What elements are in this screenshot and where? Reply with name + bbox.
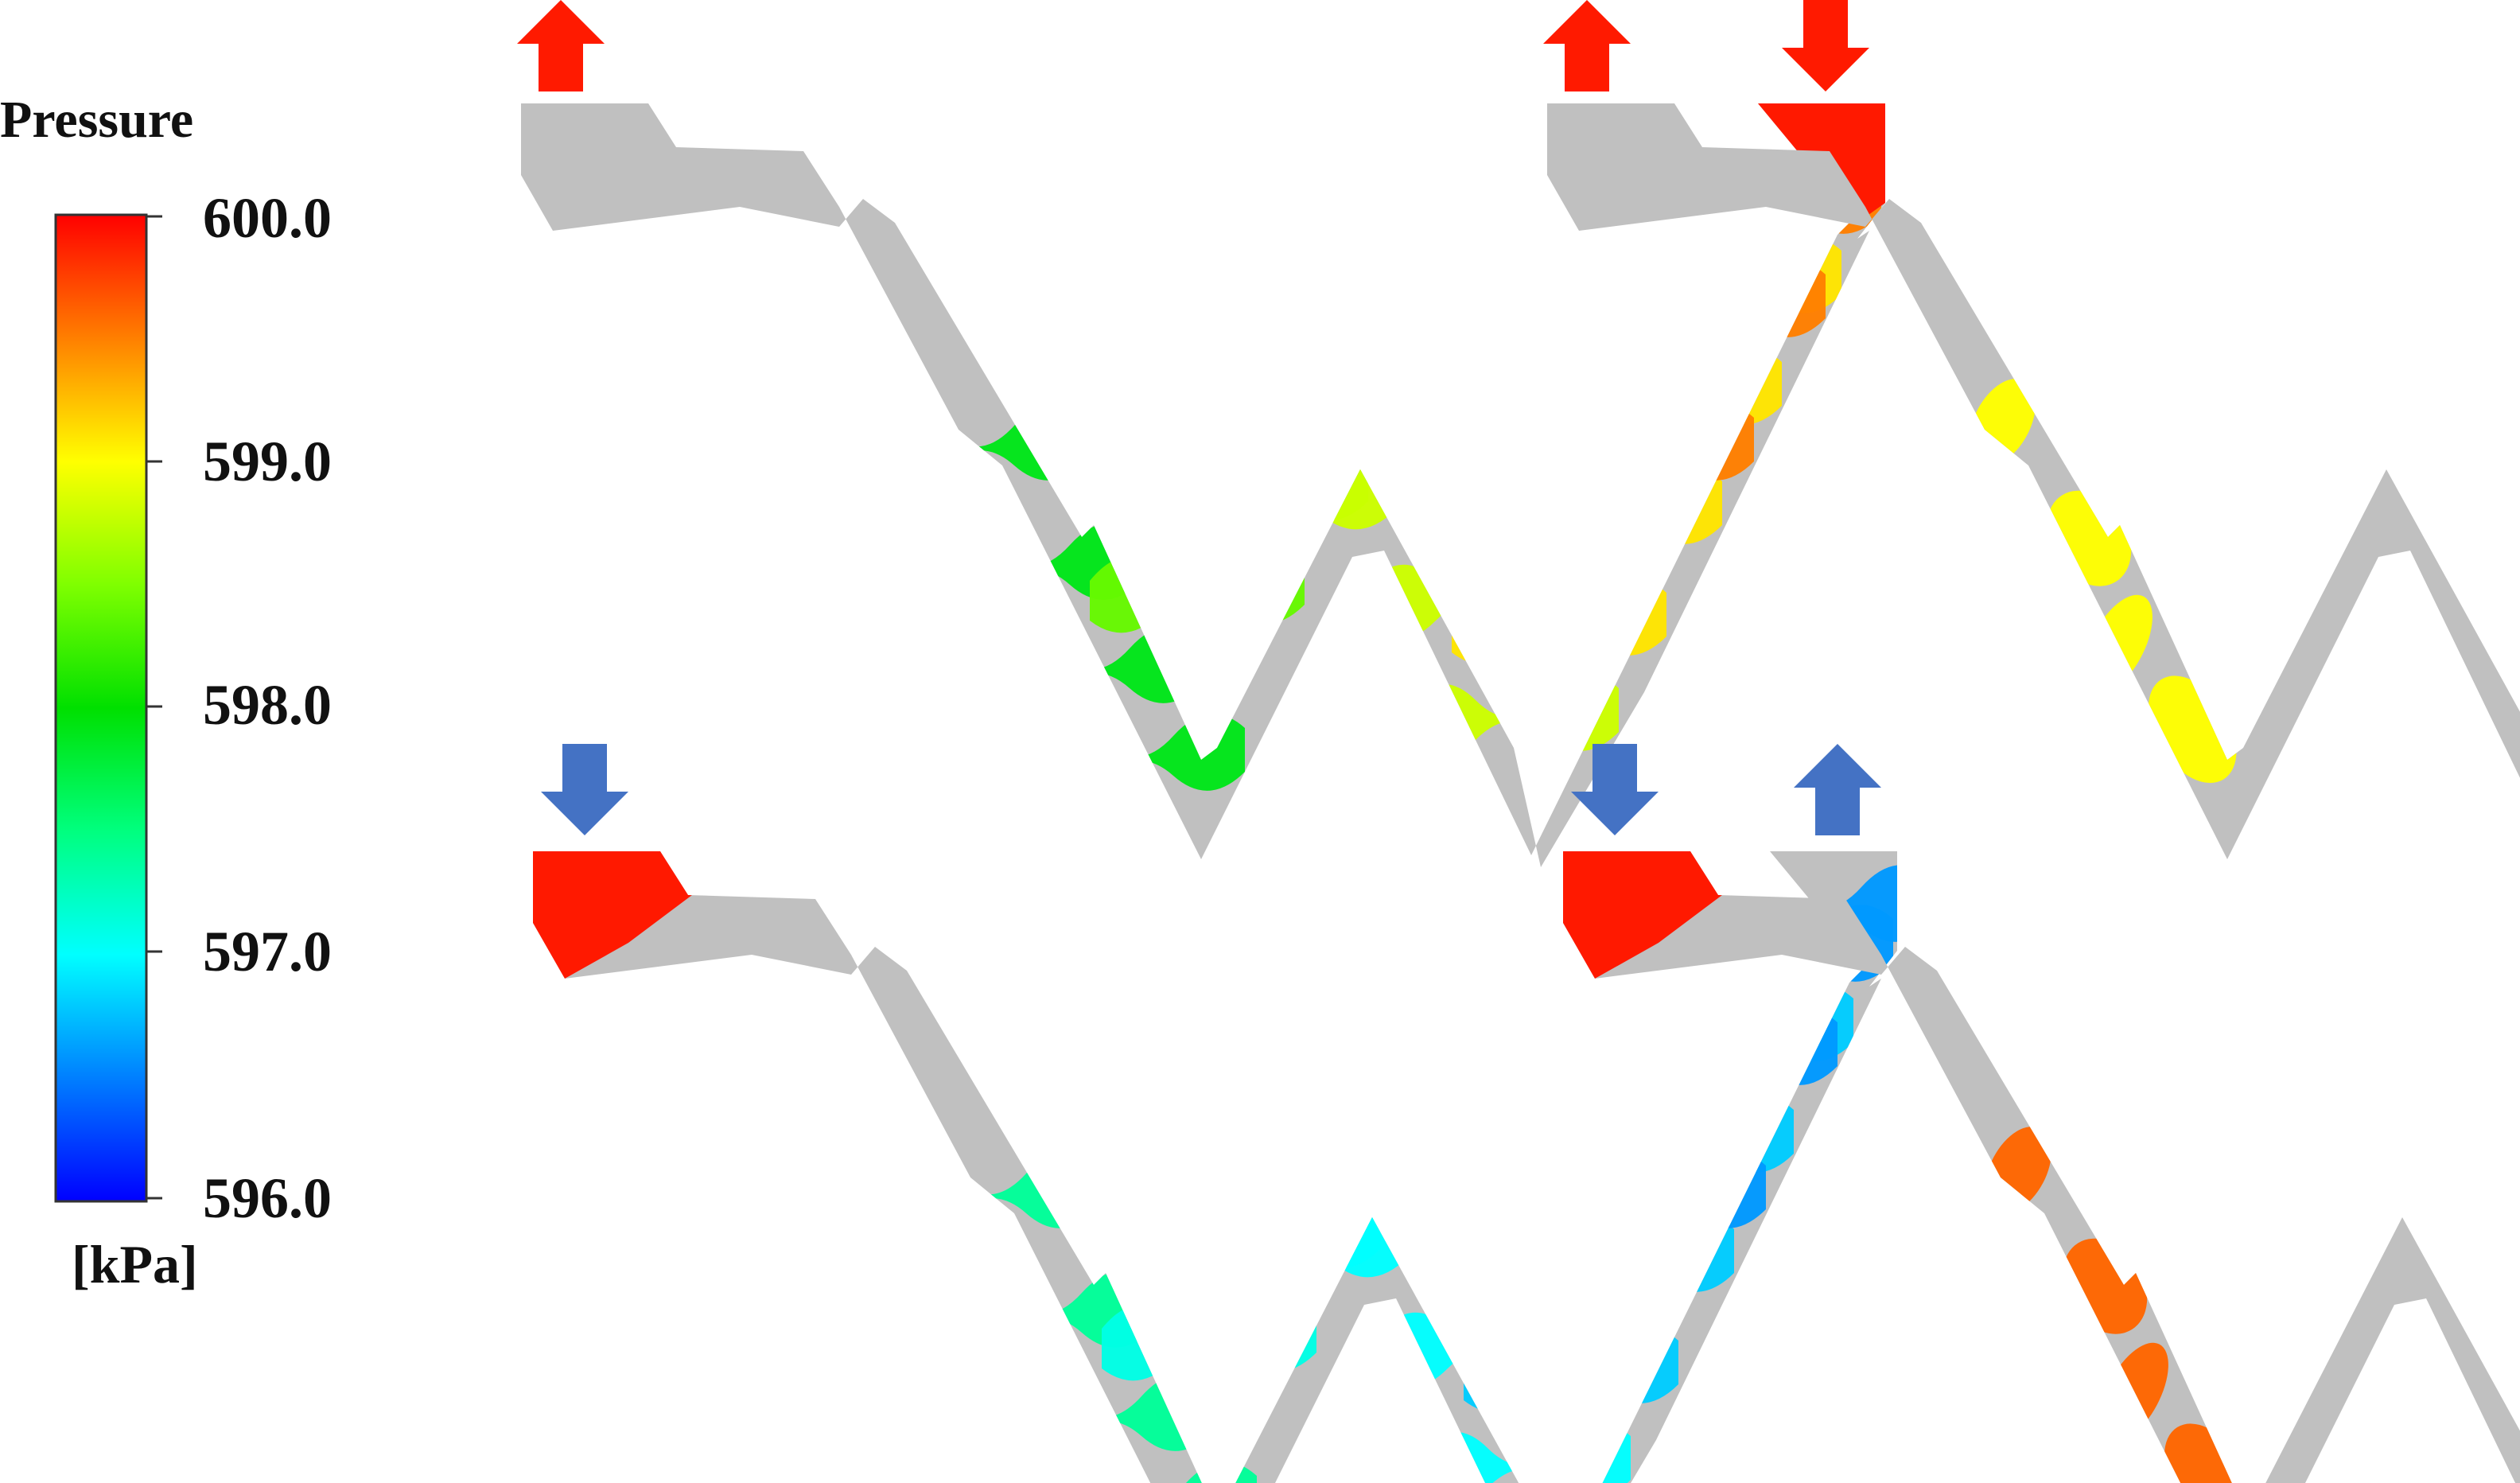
- legend-unit: [kPa]: [72, 1234, 198, 1294]
- pressure-band: [561, 1088, 776, 1174]
- legend-title: Pressure: [0, 91, 193, 149]
- pressure-band: [1090, 547, 1305, 633]
- pressure-blob: [1802, 551, 1876, 645]
- pressure-band: [688, 1310, 903, 1397]
- pressure-blob: [2444, 399, 2520, 519]
- pressure-band: [1336, 1191, 1551, 1278]
- pressure-blob: [1677, 335, 1748, 416]
- pressure-band: [1324, 443, 1539, 530]
- panel-bottom-right: [1563, 744, 2520, 1483]
- tick-label-599: 599.0: [203, 430, 332, 493]
- pressure-band: [612, 451, 827, 538]
- pressure-band: [1519, 1215, 1734, 1302]
- inlet-manifold: [533, 851, 692, 979]
- pressure-band: [752, 1422, 966, 1483]
- pressure-blob: [2366, 282, 2458, 403]
- color-bar-ticks: [146, 215, 162, 1200]
- pressure-blob: [2386, 948, 2485, 1075]
- pressure-band: [521, 236, 692, 323]
- pressure-blob: [2382, 1030, 2474, 1150]
- pressure-band: [1281, 324, 1495, 411]
- pressure-band: [1452, 578, 1666, 665]
- pressure-band: [1611, 260, 1826, 347]
- pressure-band: [1539, 403, 1754, 490]
- tick-label-596: 596.0: [203, 1166, 332, 1230]
- pressure-band: [1551, 1151, 1766, 1238]
- pressure-band: [1165, 1191, 1380, 1278]
- tick-label-597: 597.0: [203, 920, 332, 983]
- pressure-band: [1416, 1422, 1631, 1483]
- pressure-band: [533, 984, 704, 1071]
- pressure-blob: [2460, 1146, 2520, 1267]
- w-channel: [1547, 103, 2520, 859]
- pressure-band: [1221, 1080, 1436, 1166]
- pressure-blob: [2297, 309, 2385, 423]
- pressure-band: [1507, 467, 1722, 554]
- pressure-band: [1153, 443, 1368, 530]
- pressure-band: [1623, 1008, 1838, 1095]
- panel-top-right: [1543, 0, 2520, 859]
- pressure-legend: Pressure 600.0 599.0 598.0 597.0 596.0 […: [0, 91, 332, 1294]
- pressure-blob: [1842, 1405, 1933, 1483]
- pressure-blob: [2180, 531, 2263, 632]
- outlet-arrow-up-icon: [1543, 0, 1631, 91]
- pressure-band: [1269, 976, 1484, 1063]
- pressure-blob: [2370, 200, 2469, 327]
- pressure-band: [740, 674, 955, 761]
- pressure-blob: [1818, 1299, 1892, 1393]
- inlet-arrow-down-icon: [1571, 744, 1659, 835]
- inlet-manifold: [1563, 851, 1722, 979]
- pressure-blob: [1693, 1083, 1764, 1164]
- pressure-blob: [1581, 236, 1637, 306]
- pressure-band: [1293, 1072, 1507, 1158]
- outlet-arrow-up-icon: [517, 0, 605, 91]
- inlet-arrow-down-icon: [541, 744, 628, 835]
- pressure-band: [1464, 1326, 1678, 1413]
- inlet-arrow-down-icon: [1782, 0, 1869, 91]
- pressure-band: [1364, 555, 1579, 641]
- pressure-band: [676, 562, 891, 649]
- color-bar: [54, 213, 148, 1203]
- outlet-arrow-up-icon: [1794, 744, 1881, 835]
- panel-top-left: [517, 0, 1885, 867]
- pressure-band: [1376, 1302, 1591, 1389]
- pressure-blob: [1597, 984, 1653, 1053]
- contour-regions: [521, 117, 1885, 800]
- pressure-band: [1209, 332, 1424, 418]
- pressure-blob: [2196, 1279, 2279, 1380]
- pressure-band: [1102, 1294, 1316, 1381]
- pressure-band: [549, 340, 764, 426]
- tick-label-600: 600.0: [203, 186, 332, 250]
- tick-label-598: 598.0: [203, 673, 332, 737]
- pressure-blob: [2313, 1057, 2401, 1171]
- w-channel: [533, 851, 1897, 1483]
- w-channel: [521, 103, 1885, 867]
- pressure-band: [1257, 228, 1472, 315]
- pressure-band: [624, 1199, 839, 1286]
- panel-bottom-left: [533, 744, 1897, 1483]
